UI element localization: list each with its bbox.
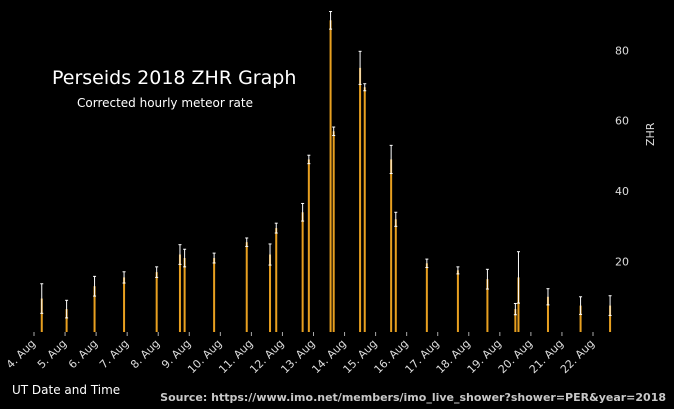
error-bar [516, 251, 520, 304]
zhr-bar [178, 254, 181, 332]
title-panel [38, 62, 282, 117]
y-tick-label: 20 [615, 256, 629, 269]
x-tick-label: 4. Aug [4, 337, 38, 371]
zhr-bar [456, 270, 459, 332]
zhr-bar [486, 279, 489, 332]
zhr-bar [93, 286, 96, 332]
zhr-bar [183, 258, 186, 332]
error-bar [485, 268, 489, 290]
zhr-bar [394, 219, 397, 332]
error-bar [245, 237, 249, 247]
error-bar [301, 202, 305, 222]
zhr-bar [269, 254, 272, 332]
zhr-bar [65, 309, 68, 332]
zhr-bar [40, 298, 43, 332]
y-tick-label: 40 [615, 185, 629, 198]
error-bar [425, 258, 429, 269]
zhr-bar [213, 258, 216, 332]
error-bar [65, 299, 69, 319]
zhr-bar [332, 131, 335, 332]
error-bar [212, 252, 216, 264]
zhr-bar [155, 272, 158, 332]
zhr-bar [579, 305, 582, 332]
error-bar [307, 154, 311, 165]
error-bar [268, 243, 272, 266]
zhr-bar [245, 242, 248, 332]
error-bar [513, 302, 517, 316]
zhr-bar [425, 263, 428, 332]
x-tick-label: 5. Aug [35, 337, 69, 371]
error-bar [183, 248, 187, 268]
zhr-bar [275, 228, 278, 332]
zhr-bar [609, 305, 612, 332]
error-bar [608, 295, 612, 316]
error-bar [579, 296, 583, 315]
bars-layer [40, 20, 612, 333]
error-bar [363, 83, 367, 92]
y-tick-label: 80 [615, 44, 629, 57]
error-bars-layer [40, 11, 612, 319]
x-tick-label: 22. Aug [558, 337, 597, 376]
y-tick-labels: 20 40 60 80 [615, 44, 629, 268]
source-credit: Source: https://www.imo.net/members/imo_… [160, 391, 666, 404]
zhr-bar [329, 20, 332, 333]
x-tick-label: 7. Aug [97, 337, 131, 371]
x-tick-label: 8. Aug [128, 337, 162, 371]
error-bar [456, 266, 460, 275]
x-tick-marks [33, 332, 594, 336]
error-bar [178, 244, 182, 265]
error-bar [329, 11, 333, 30]
error-bar [93, 275, 97, 297]
chart-title: Perseids 2018 ZHR Graph [52, 67, 297, 89]
chart-subtitle: Corrected hourly meteor rate [77, 96, 253, 110]
x-tick-label: 6. Aug [66, 337, 100, 371]
error-bar [546, 288, 550, 306]
zhr-bar [517, 277, 520, 332]
zhr-bar [546, 296, 549, 332]
error-bar [155, 266, 159, 278]
zhr-bar [307, 159, 310, 332]
zhr-bar [514, 309, 517, 332]
error-bar [358, 50, 362, 85]
y-tick-label: 60 [615, 115, 629, 128]
error-bar [274, 222, 278, 234]
error-bar [394, 211, 398, 227]
zhr-bar [390, 159, 393, 332]
error-bar [122, 271, 126, 284]
error-bar [389, 144, 393, 175]
zhr-bar [301, 212, 304, 332]
x-axis-label: UT Date and Time [12, 383, 121, 397]
zhr-bar [359, 67, 362, 332]
y-axis-label: ZHR [644, 122, 657, 146]
zhr-bar [123, 277, 126, 332]
error-bar [40, 283, 44, 314]
zhr-bar [363, 87, 366, 332]
error-bar [332, 126, 336, 136]
